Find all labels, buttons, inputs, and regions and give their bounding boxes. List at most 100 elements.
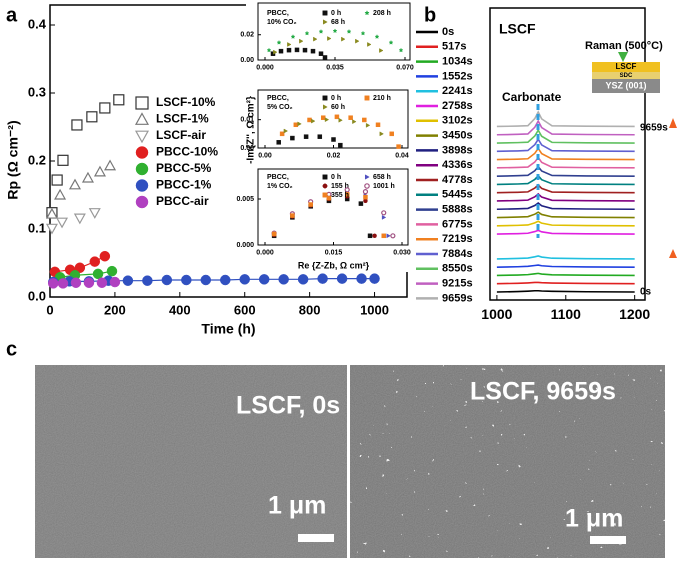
scale-bar-label: 1 μm <box>565 505 623 533</box>
marker <box>93 165 106 177</box>
legend-label: 0s <box>442 26 454 38</box>
sem-image: LSCF, 0s 1 μm <box>35 365 347 558</box>
marker <box>381 233 386 239</box>
marker <box>45 207 58 219</box>
marker <box>364 174 370 180</box>
sem-particles <box>350 365 665 558</box>
layer-label: SDC <box>620 73 633 79</box>
marker <box>326 195 332 201</box>
x-tick-label: 1100 <box>551 306 582 322</box>
marker <box>290 135 295 141</box>
legend-label: 4778s <box>442 174 473 186</box>
legend-label: 210 h <box>373 95 391 102</box>
legend-label: 60 h <box>331 104 345 111</box>
scale-bar <box>590 536 626 544</box>
sem-image: LSCF, 9659s 1 μm <box>350 365 665 558</box>
x-tick-label: 0.030 <box>393 250 411 257</box>
legend-label: 7884s <box>442 248 473 260</box>
marker <box>344 192 350 197</box>
marker <box>297 121 302 127</box>
marker <box>332 28 338 34</box>
y-tick-label: 0.02 <box>240 32 254 39</box>
marker <box>344 187 350 193</box>
legend-label: PBCC-10% <box>156 145 218 159</box>
marker <box>356 273 367 284</box>
y-tick-label: 0.0 <box>28 288 46 303</box>
x-tick-label: 0.035 <box>326 65 344 72</box>
marker <box>313 36 318 42</box>
marker <box>294 47 300 53</box>
marker <box>308 202 313 207</box>
marker <box>324 117 330 123</box>
legend-marker <box>135 96 149 110</box>
legend-label: PBCC-air <box>156 194 209 208</box>
legend-label: 517s <box>442 41 466 53</box>
x-tick-label: 600 <box>234 303 256 318</box>
marker <box>113 94 125 106</box>
marker <box>47 278 59 289</box>
spectrum <box>496 211 635 219</box>
marker <box>81 171 94 183</box>
spectrum <box>496 264 635 268</box>
marker <box>381 210 387 216</box>
x-tick-label: 200 <box>104 303 126 318</box>
marker <box>374 34 380 39</box>
marker <box>322 95 328 101</box>
panel-b-title: LSCF <box>499 21 536 37</box>
marker <box>352 119 357 125</box>
legend-label: 5888s <box>442 204 473 216</box>
legend-label: 6775s <box>442 218 473 230</box>
marker <box>57 278 69 289</box>
marker <box>73 213 86 225</box>
marker <box>71 119 83 131</box>
marker <box>54 188 67 200</box>
marker <box>396 144 401 149</box>
marker <box>320 115 326 120</box>
marker <box>369 273 380 284</box>
marker <box>286 47 292 53</box>
x-axis-label: Re {Z-Zb, Ω cm²} <box>298 260 370 270</box>
legend-title: 5% CO₂ <box>267 104 293 111</box>
marker <box>271 231 277 237</box>
marker <box>99 102 111 114</box>
marker <box>338 117 343 123</box>
marker <box>322 192 328 198</box>
y-tick-label: 0.3 <box>28 84 46 99</box>
spectrum <box>496 220 635 227</box>
marker <box>346 28 352 34</box>
marker <box>358 201 364 206</box>
y-tick-label: 0.2 <box>28 152 46 167</box>
marker <box>142 275 153 286</box>
marker <box>86 111 98 123</box>
marker <box>89 256 101 267</box>
x-tick-label: 0.070 <box>396 65 414 72</box>
spectrum <box>496 128 635 144</box>
legend-label: 1552s <box>442 70 473 82</box>
marker <box>276 140 281 145</box>
spectrum <box>496 192 635 202</box>
marker <box>297 274 309 285</box>
legend-label: 1034s <box>442 56 473 68</box>
marker <box>239 274 250 285</box>
legend-label: 0 h <box>331 174 341 181</box>
marker <box>322 183 328 189</box>
legend-label: 355 h <box>331 192 349 199</box>
marker <box>70 277 82 288</box>
marker <box>355 38 360 44</box>
marker <box>331 137 336 142</box>
trace-label: 9659s <box>640 123 668 134</box>
legend-label: 2241s <box>442 85 473 97</box>
layer-label: YSZ (001) <box>605 80 646 90</box>
x-tick-label: 0.000 <box>256 65 274 72</box>
scale-bar <box>298 534 334 542</box>
legend-label: 8550s <box>442 263 473 275</box>
panel-label: c <box>6 338 17 360</box>
legend-marker <box>134 130 150 144</box>
y-tick-label: 0.4 <box>28 16 47 31</box>
legend-label: 7219s <box>442 233 473 245</box>
marker <box>258 274 270 285</box>
marker <box>318 28 324 34</box>
layer-label: LSCF <box>616 62 637 71</box>
spectrum <box>496 202 635 211</box>
marker <box>348 115 353 120</box>
